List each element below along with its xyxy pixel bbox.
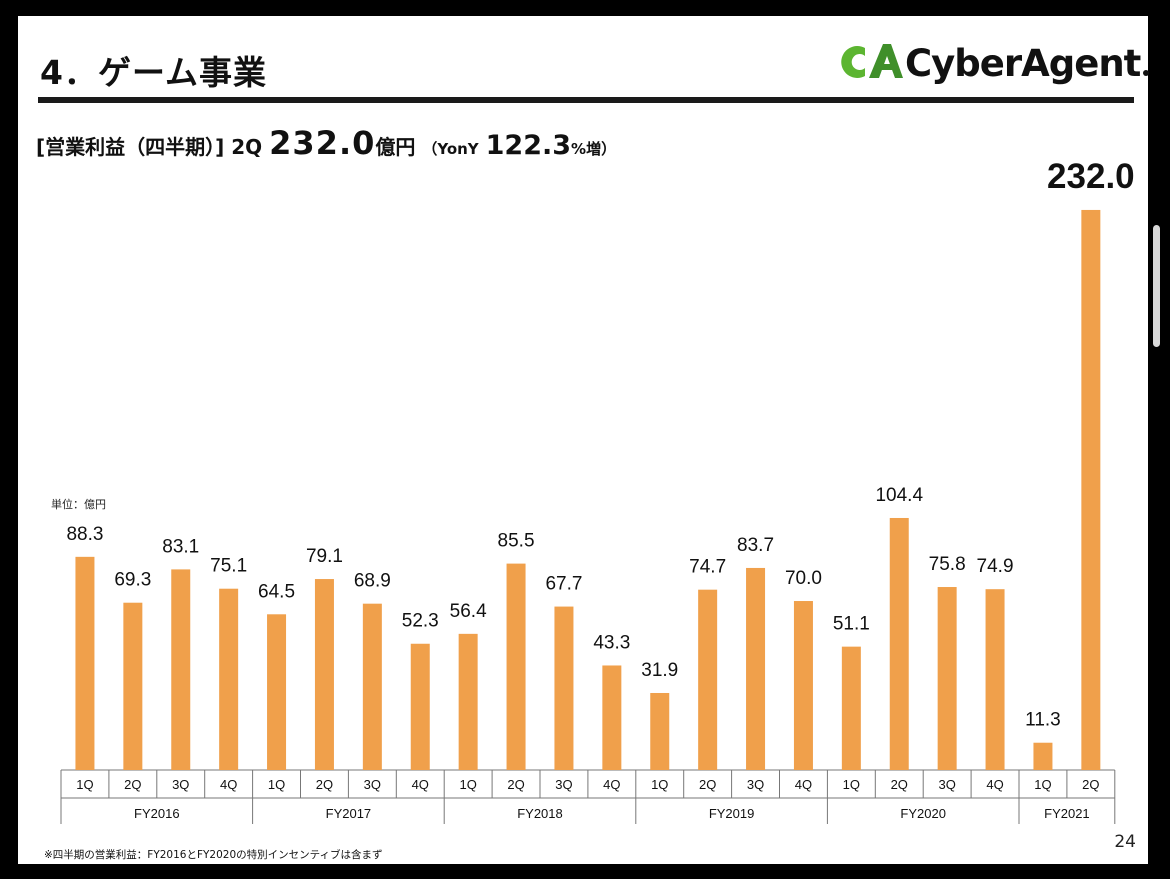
bar: [650, 692, 670, 770]
unit-label: 単位：億円: [51, 498, 106, 511]
quarter-label: 3Q: [172, 777, 189, 792]
fiscal-year-label: FY2019: [709, 806, 755, 821]
title-underline: [38, 97, 1134, 103]
quarter-label: 4Q: [986, 777, 1003, 792]
quarter-label: 4Q: [795, 777, 812, 792]
data-label: 68.9: [354, 571, 391, 592]
subtitle-yoy-prefix: （YonY: [422, 140, 479, 158]
data-label: 85.5: [498, 531, 535, 552]
quarter-label: 2Q: [507, 777, 524, 792]
bar: [267, 614, 287, 770]
quarter-label: 3Q: [938, 777, 955, 792]
chart-subtitle: [営業利益（四半期）] 2Q 232.0億円 （YonY 122.3%増）: [36, 124, 616, 162]
data-label: 69.3: [114, 570, 151, 591]
quarter-label: 2Q: [316, 777, 333, 792]
cyberagent-wordmark: CyberAgent: [905, 42, 1150, 85]
quarter-label: 2Q: [124, 777, 141, 792]
bar: [602, 665, 622, 770]
bar: [75, 556, 95, 770]
quarter-label: 1Q: [1034, 777, 1051, 792]
page-number: 24: [1114, 832, 1136, 852]
data-label: 75.1: [210, 556, 247, 577]
bar: [362, 603, 382, 770]
logo-text: CyberAgent: [905, 42, 1141, 85]
data-label: 64.5: [258, 581, 295, 602]
quarter-label: 4Q: [220, 777, 237, 792]
bar-chart: FY2016 FY2017 FY2018 FY2019 FY2020 FY2021 88.3…: [60, 157, 1135, 824]
bar: [554, 606, 574, 770]
data-label: 74.7: [689, 557, 726, 578]
cyberagent-logo-mark-icon: [841, 44, 903, 78]
quarter-label: 4Q: [603, 777, 620, 792]
footnote: ※四半期の営業利益：FY2016とFY2020の特別インセンティブは含まず: [44, 849, 383, 861]
data-label: 104.4: [875, 485, 923, 506]
data-label: 52.3: [402, 611, 439, 632]
quarter-label: 1Q: [76, 777, 93, 792]
fiscal-year-label: FY2018: [517, 806, 563, 821]
quarter-label: 3Q: [555, 777, 572, 792]
fiscal-year-label: FY2017: [326, 806, 372, 821]
subtitle-label: [営業利益（四半期）]: [36, 135, 225, 159]
data-label: 31.9: [641, 660, 678, 681]
bar: [219, 588, 239, 770]
fiscal-year-label: FY2020: [900, 806, 946, 821]
bar: [841, 646, 861, 770]
data-label: 11.3: [1025, 710, 1061, 731]
data-label: 75.8: [929, 554, 966, 575]
quarter-label: 2Q: [1082, 777, 1099, 792]
data-label: 83.1: [162, 536, 199, 557]
data-label: 67.7: [545, 574, 582, 595]
subtitle-unit: 億円: [375, 135, 416, 159]
fiscal-year-label: FY2021: [1044, 806, 1090, 821]
bar: [1081, 209, 1101, 770]
data-label: 79.1: [306, 546, 343, 567]
quarter-label: 2Q: [891, 777, 908, 792]
data-label: 74.9: [977, 556, 1014, 577]
quarter-label: 4Q: [412, 777, 429, 792]
data-label: 88.3: [66, 524, 103, 545]
quarter-label: 3Q: [364, 777, 381, 792]
bar: [458, 633, 478, 770]
subtitle-yoy-value: 122.3: [485, 130, 572, 161]
quarter-label: 1Q: [268, 777, 285, 792]
quarter-label: 2Q: [699, 777, 716, 792]
fiscal-year-label: FY2016: [134, 806, 180, 821]
bar: [123, 602, 143, 770]
bar: [889, 517, 909, 770]
subtitle-quarter: 2Q: [231, 135, 263, 159]
cyberagent-logo: CyberAgent: [835, 38, 1150, 90]
quarter-label: 1Q: [459, 777, 476, 792]
quarter-label: 1Q: [651, 777, 668, 792]
section-title: 4．ゲーム事業: [40, 53, 267, 92]
bar: [1033, 742, 1053, 770]
bar: [793, 601, 813, 770]
bar: [410, 643, 430, 770]
data-label: 232.0: [1047, 157, 1135, 196]
bar: [698, 589, 718, 770]
bar: [985, 589, 1005, 770]
bar: [171, 569, 191, 770]
logo-dot-icon: [1143, 70, 1150, 76]
quarter-label: 3Q: [747, 777, 764, 792]
subtitle-value: 232.0: [269, 124, 376, 162]
quarter-label: 1Q: [843, 777, 860, 792]
scrollbar[interactable]: [1153, 225, 1160, 347]
data-label: 56.4: [450, 601, 487, 622]
subtitle-yoy-suffix: %増）: [571, 140, 617, 158]
slide: 4．ゲーム事業 CyberAgent [営業利益（四半期）] 2Q 232.0億…: [18, 16, 1150, 864]
data-label: 70.0: [785, 568, 822, 589]
data-label: 51.1: [833, 614, 870, 635]
bar: [506, 563, 526, 770]
data-label: 43.3: [593, 632, 630, 653]
bar: [937, 587, 957, 770]
data-label: 83.7: [737, 535, 774, 556]
bar: [746, 567, 766, 770]
bar: [314, 579, 334, 770]
